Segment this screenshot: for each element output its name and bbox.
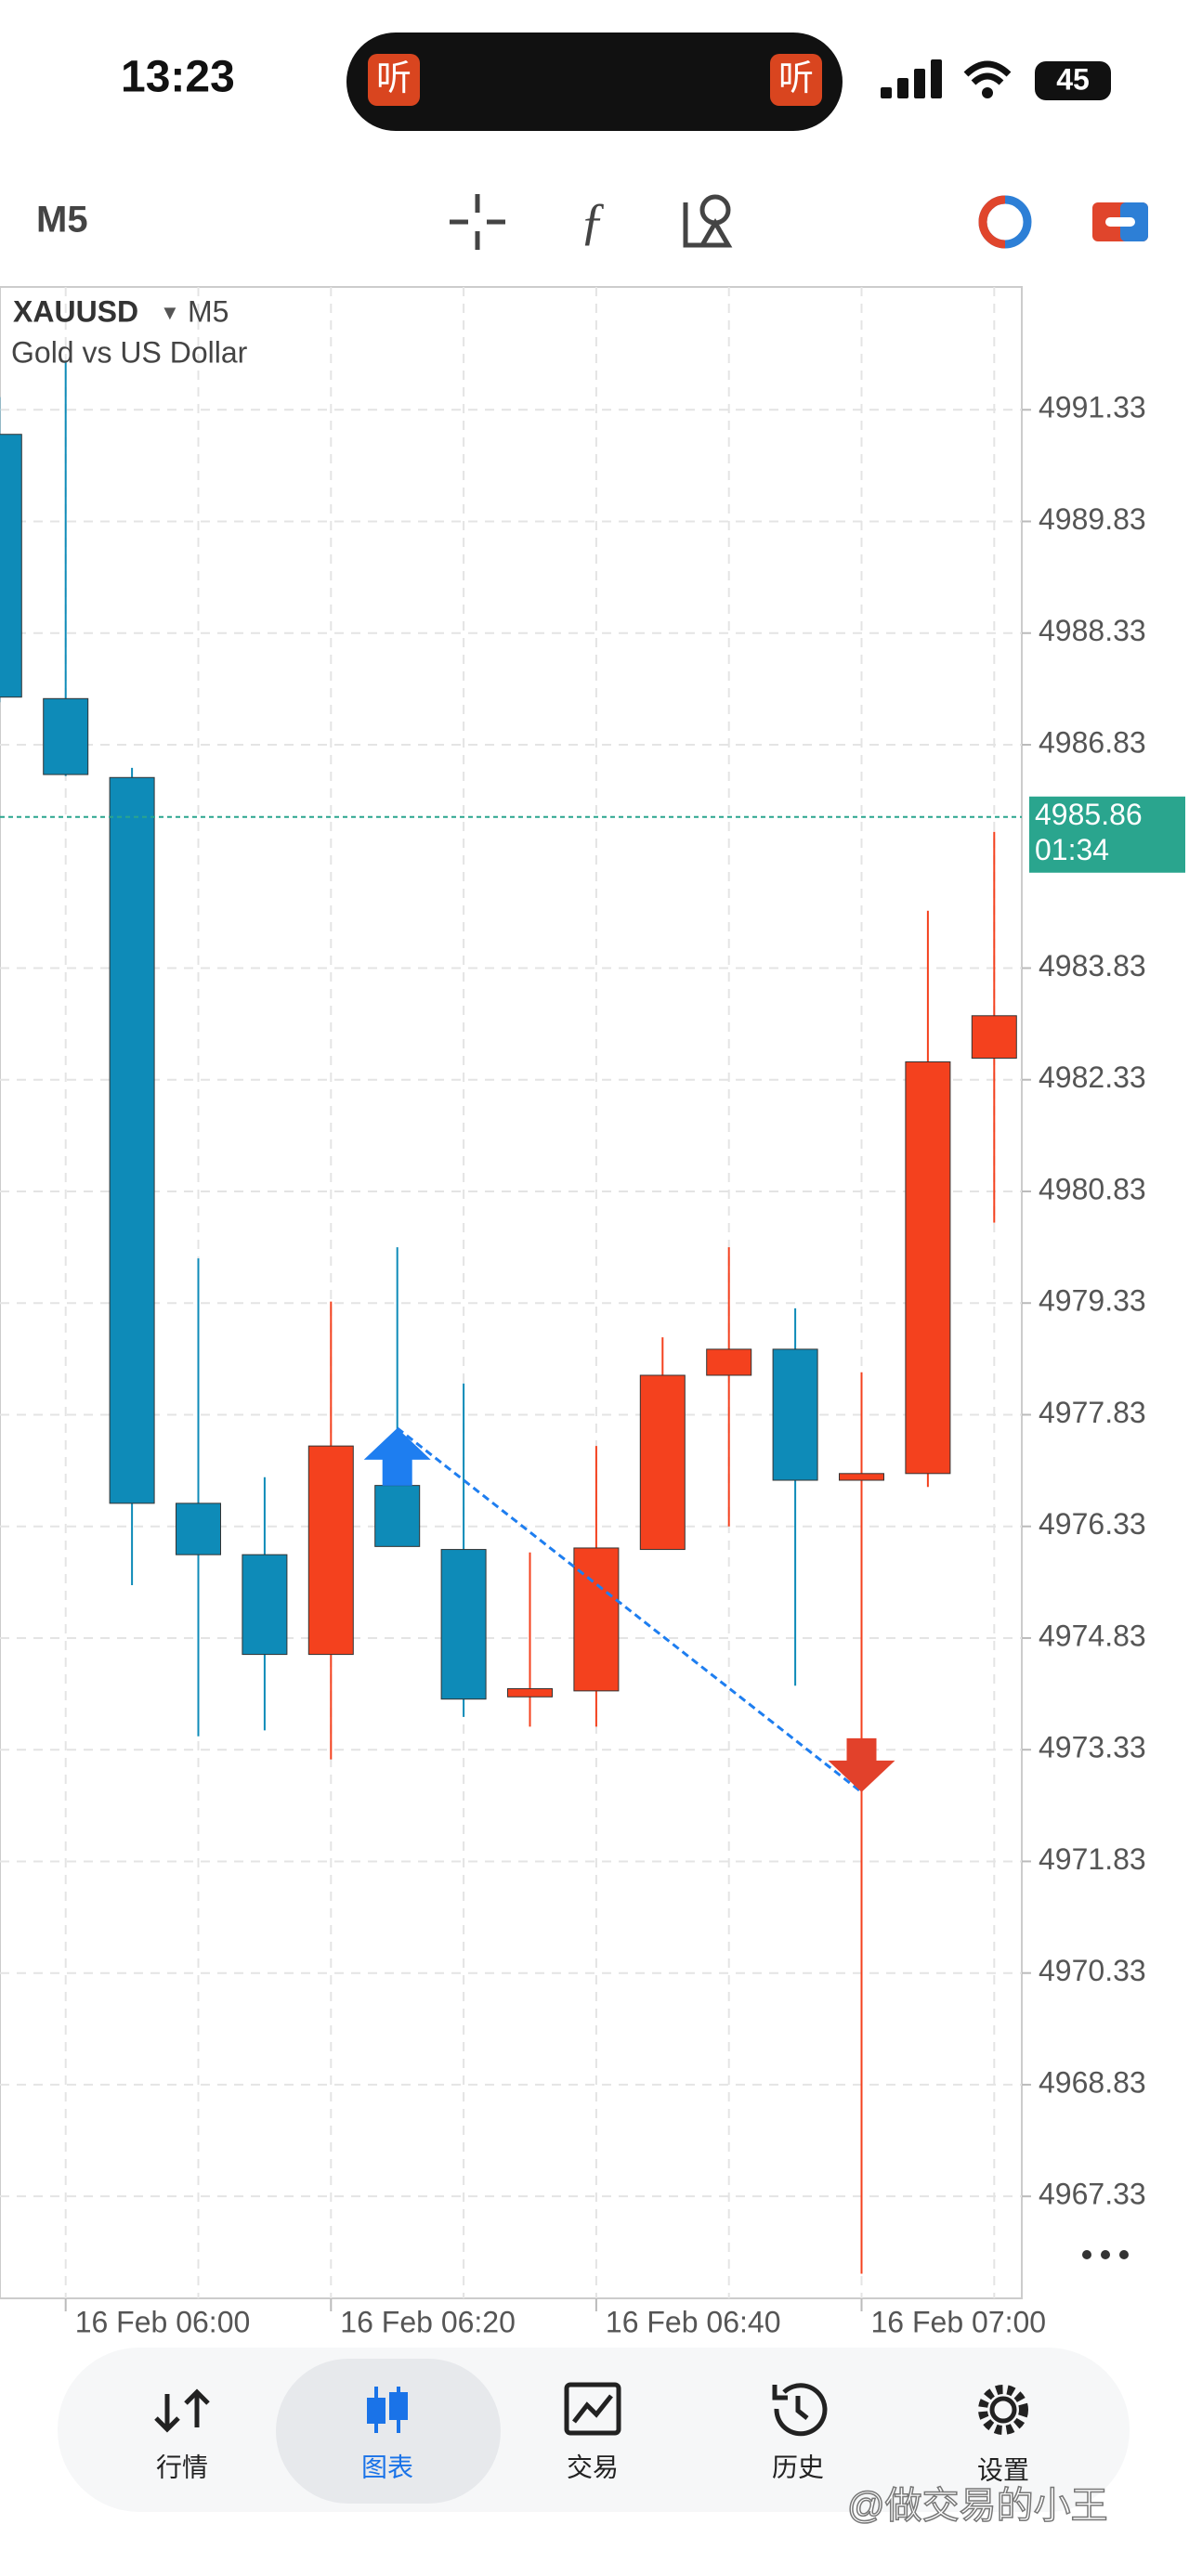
nav-icon — [564, 2382, 621, 2436]
symbol: XAUUSD — [13, 294, 138, 328]
y-tick-label: 4980.83 — [1039, 1172, 1146, 1205]
last-price-box — [1029, 796, 1185, 873]
chart: 4991.33 4989.83 4988.33 4986.83 4983.83 4982.… — [0, 287, 1185, 2338]
clock: 13:23 — [121, 53, 235, 102]
nav-tab[interactable]: 图表 — [361, 2452, 413, 2481]
y-tick-label: 4986.83 — [1039, 725, 1146, 759]
plot — [0, 287, 1022, 2298]
candle-body — [507, 1687, 553, 1698]
candle-body — [374, 1485, 421, 1547]
candle-body — [639, 1374, 686, 1551]
app-icon-label: 听 — [778, 59, 814, 98]
plot-frame — [0, 286, 1023, 2299]
y-tick-label: 4989.83 — [1039, 502, 1146, 536]
candle-body — [176, 1503, 221, 1555]
candle-body — [772, 1348, 818, 1481]
y-tick-label: 4979.33 — [1039, 1284, 1146, 1318]
timeframe-button[interactable]: M5 — [36, 200, 88, 241]
countdown-label: 01:34 — [1035, 833, 1109, 866]
x-tick-label: 16 Feb 06:20 — [340, 2305, 516, 2338]
signal — [881, 59, 942, 98]
y-tick-label: 4973.33 — [1039, 1731, 1146, 1764]
nav-tab[interactable]: 交易 — [567, 2452, 619, 2481]
y-tick-label: 4991.33 — [1039, 391, 1146, 424]
candle-body — [0, 434, 22, 698]
nav-tab[interactable]: 历史 — [772, 2452, 824, 2481]
sell-arrow — [828, 1737, 895, 1792]
y-tick-label: 4970.33 — [1039, 1954, 1146, 1987]
crosshair-button[interactable] — [450, 194, 505, 250]
y-tick-label: 4967.33 — [1039, 2178, 1146, 2211]
y-tick-label: 4974.83 — [1039, 1619, 1146, 1652]
candle-body — [971, 1015, 1017, 1059]
candle-body — [839, 1473, 884, 1481]
last-price-label: 4985.86 — [1035, 798, 1143, 831]
candle-body — [573, 1547, 620, 1692]
x-tick-label: 16 Feb 07:00 — [871, 2305, 1047, 2338]
candle-body — [307, 1445, 354, 1656]
nav-tab[interactable]: 行情 — [156, 2452, 208, 2481]
y-tick-label: 4982.33 — [1039, 1060, 1146, 1094]
candle-body — [109, 776, 155, 1504]
nav-tab[interactable]: 设置 — [977, 2455, 1029, 2484]
candle-body — [706, 1348, 752, 1376]
chart-timeframe: M5 — [188, 294, 229, 328]
candle-body — [43, 697, 89, 775]
account-button[interactable] — [978, 195, 1032, 249]
trade-line — [396, 1426, 863, 1794]
buy-arrow — [363, 1427, 431, 1486]
battery-level: 45 — [1056, 62, 1090, 96]
trade-button[interactable] — [1092, 202, 1148, 241]
y-tick-label: 4968.83 — [1039, 2065, 1146, 2099]
symbol-dropdown[interactable]: ▼ — [160, 301, 180, 324]
app-icon-label: 听 — [376, 59, 412, 98]
x-tick-label: 16 Feb 06:00 — [75, 2305, 251, 2338]
nav-icon — [772, 2383, 828, 2437]
nav-icon — [154, 2388, 210, 2433]
y-tick-label: 4983.83 — [1039, 949, 1146, 982]
wifi — [982, 87, 993, 98]
candle-body — [242, 1554, 288, 1656]
nav-selected — [276, 2359, 501, 2504]
app-icon — [368, 54, 420, 106]
wifi — [963, 60, 1012, 85]
symbol-description: Gold vs US Dollar — [11, 335, 248, 369]
x-tick-label: 16 Feb 06:40 — [606, 2305, 781, 2338]
watermark: @做交易的小王 — [847, 2486, 1108, 2527]
candle-body — [905, 1060, 951, 1475]
nav-icon — [978, 2385, 1028, 2435]
dynamic-island — [346, 33, 843, 131]
app-icon — [770, 54, 822, 106]
candle-body — [440, 1549, 487, 1700]
y-tick-label: 4976.33 — [1039, 1507, 1146, 1541]
y-tick-label: 4971.83 — [1039, 1842, 1146, 1876]
y-tick-label: 4977.83 — [1039, 1396, 1146, 1429]
battery — [1035, 61, 1111, 100]
y-tick-label: 4988.33 — [1039, 614, 1146, 647]
more-button[interactable] — [1082, 2250, 1129, 2259]
objects-button[interactable] — [683, 194, 733, 248]
nav-icon — [367, 2387, 408, 2433]
indicators-button[interactable]: ƒ — [580, 193, 606, 251]
